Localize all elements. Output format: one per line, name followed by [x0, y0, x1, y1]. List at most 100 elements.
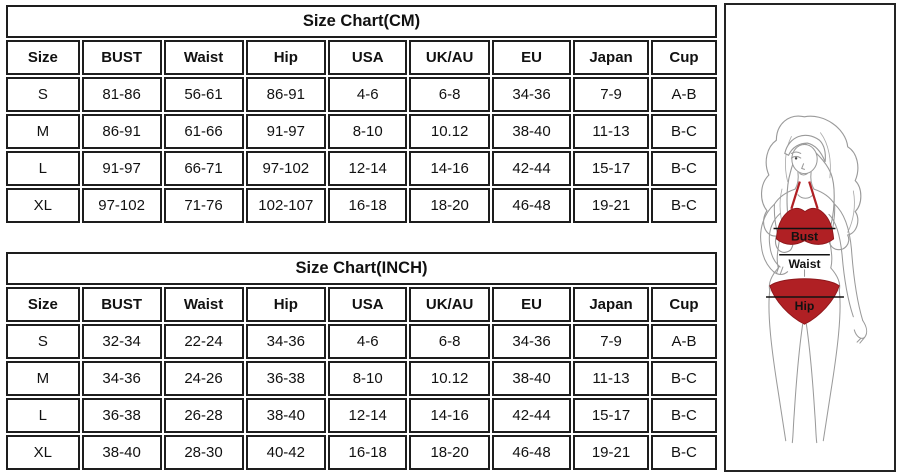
table-cell: 97-102 [81, 188, 162, 223]
mouth [799, 173, 808, 176]
hip-label: Hip [795, 299, 815, 313]
table-cell: 34-36 [491, 324, 572, 359]
table-cell: 7-9 [573, 324, 649, 359]
hand-finger [856, 337, 862, 343]
collarbone [797, 194, 814, 199]
hair-strand [820, 132, 831, 179]
table-cell: 4-6 [328, 324, 408, 359]
table-cell: 11-13 [573, 361, 649, 396]
table-row: L 36-38 26-28 38-40 12-14 14-16 42-44 15-17 B-C [6, 398, 717, 433]
size-cell: M [6, 361, 80, 396]
column-header: Size [6, 287, 80, 322]
arm-bent-inner [768, 212, 781, 268]
leg-outer [822, 289, 841, 442]
neck [794, 171, 799, 190]
table-row: M 34-36 24-26 36-38 8-10 10.12 38-40 11-13 B-C [6, 361, 717, 396]
table-cell: 102-107 [245, 188, 327, 223]
table-cell: 34-36 [245, 324, 327, 359]
column-header: Waist [163, 40, 244, 75]
table-cell: 16-18 [328, 188, 408, 223]
table-cell: 7-9 [573, 77, 649, 112]
table-cell: 6-8 [409, 324, 490, 359]
table-cell: 11-13 [573, 114, 649, 149]
table-cell: 86-91 [81, 114, 162, 149]
table-cell: B-C [650, 435, 717, 470]
table-row: S 81-86 56-61 86-91 4-6 6-8 34-36 7-9 A-B [6, 77, 717, 112]
torso-side [773, 203, 780, 269]
column-header: USA [328, 40, 408, 75]
hand-finger [775, 265, 780, 275]
table-cell: 86-91 [245, 77, 327, 112]
table-cell: 12-14 [328, 151, 408, 186]
table-cell: 66-71 [163, 151, 244, 186]
column-header: Japan [573, 287, 649, 322]
table-cell: 8-10 [328, 361, 408, 396]
size-cell: S [6, 324, 80, 359]
table-cell: 38-40 [491, 114, 572, 149]
table-cell: 12-14 [328, 398, 408, 433]
header-row: Size BUST Waist Hip USA UK/AU EU Japan Cup [6, 40, 717, 75]
table-cell: 16-18 [328, 435, 408, 470]
table-cell: 32-34 [81, 324, 162, 359]
header-row: Size BUST Waist Hip USA UK/AU EU Japan Cup [6, 287, 717, 322]
size-cell: S [6, 77, 80, 112]
table-cell: 97-102 [245, 151, 327, 186]
table-cell: 6-8 [409, 77, 490, 112]
table-cell: 42-44 [491, 398, 572, 433]
table-cell: B-C [650, 114, 717, 149]
table-cell: 14-16 [409, 151, 490, 186]
table-cell: B-C [650, 361, 717, 396]
table-cell: 34-36 [81, 361, 162, 396]
column-header: EU [491, 40, 572, 75]
table-cell: B-C [650, 188, 717, 223]
column-header: Hip [245, 287, 327, 322]
table-cell: 36-38 [81, 398, 162, 433]
table-cell: 18-20 [409, 435, 490, 470]
table-cell: 8-10 [328, 114, 408, 149]
table-cell: B-C [650, 151, 717, 186]
table-cell: 26-28 [163, 398, 244, 433]
bikini-bottom [769, 278, 840, 325]
size-cell: M [6, 114, 80, 149]
column-header: USA [328, 287, 408, 322]
table-cell: 22-24 [163, 324, 244, 359]
table-cell: 28-30 [163, 435, 244, 470]
column-header: Japan [573, 40, 649, 75]
column-header: Hip [245, 40, 327, 75]
chart-title: Size Chart(INCH) [6, 252, 717, 285]
size-cell: L [6, 151, 80, 186]
table-cell: 71-76 [163, 188, 244, 223]
hair-strand [847, 190, 855, 233]
hair-strand [784, 136, 792, 182]
table-cell: 10.12 [409, 361, 490, 396]
size-chart-inch-table: Size Chart(INCH) Size BUST Waist Hip USA UK/AU… [4, 250, 719, 472]
size-cell: L [6, 398, 80, 433]
nose [801, 163, 806, 170]
hand-on-hip [773, 271, 789, 276]
arm-bent-outer [760, 203, 775, 274]
table-row: M 86-91 61-66 91-97 8-10 10.12 38-40 11-13 B-C [6, 114, 717, 149]
table-cell: 91-97 [81, 151, 162, 186]
table-cell: 36-38 [245, 361, 327, 396]
table-title-row: Size Chart(INCH) [6, 252, 717, 285]
size-chart-cm-table: Size Chart(CM) Size BUST Waist Hip USA UK/AU EU… [4, 3, 719, 225]
leg-inner [805, 323, 818, 444]
table-cell: 38-40 [245, 398, 327, 433]
table-cell: 10.12 [409, 114, 490, 149]
hair-fringe [784, 134, 826, 163]
hip-side [830, 267, 841, 291]
hip-side [768, 267, 779, 291]
table-cell: 24-26 [163, 361, 244, 396]
eye-pupil [794, 157, 798, 160]
table-cell: 81-86 [81, 77, 162, 112]
column-header: Cup [650, 287, 717, 322]
measurement-figure-panel: Bust Waist Hip [724, 3, 896, 472]
table-cell: 46-48 [491, 188, 572, 223]
table-row: XL 97-102 71-76 102-107 16-18 18-20 46-48 19-21… [6, 188, 717, 223]
column-header: Waist [163, 287, 244, 322]
column-header: UK/AU [409, 40, 490, 75]
arm-extended-outer [834, 203, 864, 322]
waist-label: Waist [788, 257, 820, 271]
table-cell: 91-97 [245, 114, 327, 149]
